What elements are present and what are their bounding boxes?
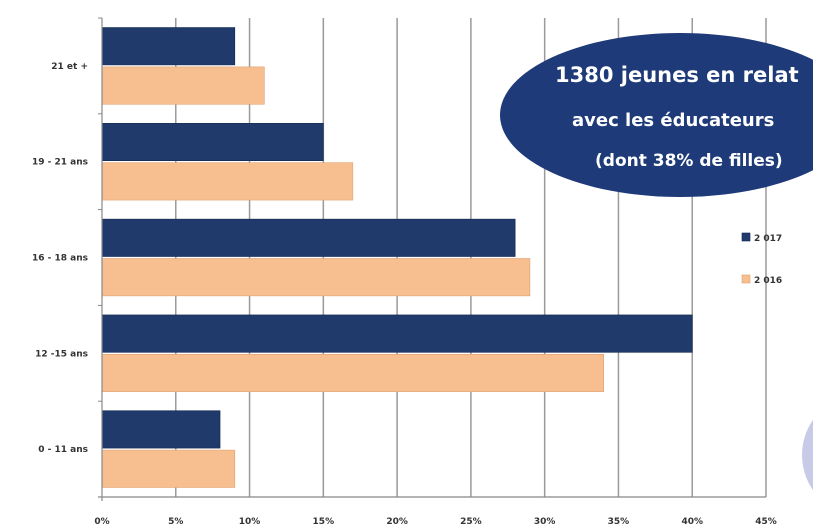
callout-line-2: avec les éducateurs bbox=[572, 110, 774, 131]
bar-2016-1 bbox=[101, 162, 354, 201]
bar-2016-0 bbox=[101, 66, 265, 105]
x-tick-labels: 0% 5% 10% 15% 20% 25% 30% 35% 40% 45% bbox=[94, 517, 776, 527]
callout-bubble bbox=[500, 33, 813, 197]
category-label-4: 0 - 11 ans bbox=[38, 445, 88, 455]
legend-label-0: 2 017 bbox=[754, 234, 782, 244]
category-labels: 21 et + 19 - 21 ans 16 - 18 ans 12 -15 ans 0… bbox=[32, 62, 88, 455]
x-tick-label-1: 5% bbox=[168, 517, 183, 527]
category-label-2: 16 - 18 ans bbox=[32, 254, 88, 264]
bar-2017-0 bbox=[101, 27, 236, 66]
x-tick-label-8: 40% bbox=[681, 517, 703, 527]
x-tick-label-7: 35% bbox=[608, 517, 630, 527]
bars bbox=[101, 27, 693, 488]
x-tick-label-0: 0% bbox=[94, 517, 109, 527]
bar-2016-2 bbox=[101, 258, 531, 297]
bar-2016-3 bbox=[101, 353, 604, 392]
callout: 1380 jeunes en relat avec les éducateurs… bbox=[500, 33, 813, 197]
bar-2017-3 bbox=[101, 314, 693, 353]
callout-line-1: 1380 jeunes en relat bbox=[555, 63, 799, 87]
x-tick-label-6: 30% bbox=[534, 517, 556, 527]
x-tick-label-2: 10% bbox=[239, 517, 261, 527]
category-label-0: 21 et + bbox=[51, 62, 88, 72]
category-label-1: 19 - 21 ans bbox=[32, 158, 88, 168]
x-tick-label-5: 25% bbox=[460, 517, 482, 527]
bar-2017-1 bbox=[101, 123, 324, 161]
corner-decoration bbox=[802, 419, 813, 491]
axes bbox=[98, 17, 766, 501]
legend-label-1: 2 016 bbox=[754, 276, 782, 286]
legend-swatch-1 bbox=[741, 274, 751, 284]
bar-2017-2 bbox=[101, 218, 516, 257]
x-tick-label-9: 45% bbox=[755, 517, 777, 527]
category-label-3: 12 -15 ans bbox=[35, 349, 88, 359]
legend: 2 017 2 016 bbox=[741, 232, 782, 286]
bar-2017-4 bbox=[101, 410, 221, 449]
x-tick-label-4: 20% bbox=[386, 517, 408, 527]
legend-swatch-0 bbox=[741, 232, 751, 242]
bar-2016-4 bbox=[101, 449, 236, 488]
x-tick-label-3: 15% bbox=[313, 517, 335, 527]
callout-line-3: (dont 38% de filles) bbox=[595, 151, 783, 171]
